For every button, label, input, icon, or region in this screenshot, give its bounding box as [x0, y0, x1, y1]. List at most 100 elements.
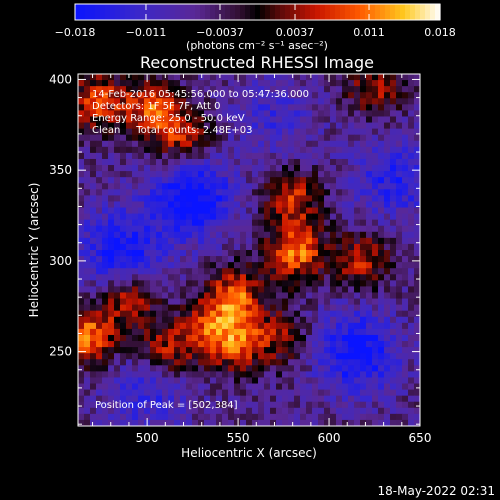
heatmap-pixel [198, 262, 205, 269]
heatmap-pixel [264, 128, 271, 136]
heatmap-pixel [294, 365, 301, 372]
heatmap-pixel [138, 347, 145, 354]
heatmap-pixel [264, 213, 271, 221]
heatmap-pixel [390, 152, 397, 160]
heatmap-pixel [306, 377, 313, 385]
heatmap-pixel [120, 158, 127, 166]
heatmap-pixel [204, 286, 211, 293]
heatmap-pixel [174, 158, 181, 166]
heatmap-pixel [150, 395, 157, 403]
heatmap-pixel [150, 116, 157, 124]
heatmap-pixel [312, 80, 319, 87]
heatmap-pixel [288, 152, 295, 160]
heatmap-pixel [144, 328, 151, 336]
heatmap-pixel [168, 98, 175, 105]
heatmap-pixel [390, 274, 397, 281]
heatmap-pixel [300, 177, 307, 184]
heatmap-pixel [252, 256, 259, 263]
heatmap-pixel [150, 419, 157, 427]
heatmap-pixel [360, 140, 367, 148]
heatmap-pixel [372, 250, 379, 257]
heatmap-pixel [324, 359, 331, 366]
heatmap-pixel [90, 122, 97, 130]
heatmap-pixel [258, 104, 265, 111]
heatmap-pixel [318, 268, 325, 275]
heatmap-pixel [120, 243, 127, 251]
heatmap-pixel [270, 237, 277, 245]
heatmap-pixel [96, 298, 103, 306]
heatmap-pixel [222, 116, 229, 124]
heatmap-pixel [156, 256, 163, 263]
heatmap-pixel [252, 171, 259, 178]
heatmap-pixel [324, 116, 331, 124]
heatmap-pixel [144, 322, 151, 330]
heatmap-pixel [408, 407, 415, 415]
heatmap-pixel [204, 256, 211, 263]
heatmap-pixel [132, 231, 139, 239]
heatmap-pixel [180, 341, 187, 348]
heatmap-pixel [210, 389, 217, 397]
heatmap-pixel [318, 419, 325, 427]
heatmap-pixel [372, 152, 379, 160]
heatmap-pixel [192, 419, 199, 427]
heatmap-pixel [192, 268, 199, 275]
heatmap-pixel [390, 256, 397, 263]
heatmap-pixel [330, 341, 337, 348]
heatmap-pixel [150, 110, 157, 117]
heatmap-pixel [390, 158, 397, 166]
heatmap-pixel [84, 395, 91, 403]
heatmap-pixel [282, 177, 289, 184]
heatmap-pixel [402, 310, 409, 318]
heatmap-pixel [174, 365, 181, 372]
heatmap-pixel [378, 237, 385, 245]
heatmap-pixel [306, 219, 313, 227]
heatmap-pixel [324, 268, 331, 275]
heatmap-pixel [240, 353, 247, 360]
heatmap-pixel [312, 310, 319, 318]
heatmap-pixel [306, 165, 313, 172]
heatmap-pixel [162, 177, 169, 184]
heatmap-pixel [192, 134, 199, 142]
colorbar-segment [205, 4, 211, 20]
heatmap-pixel [312, 86, 319, 93]
heatmap-pixel [402, 407, 409, 415]
heatmap-pixel [78, 128, 85, 136]
heatmap-pixel [144, 237, 151, 245]
heatmap-pixel [324, 298, 331, 306]
heatmap-pixel [336, 310, 343, 318]
heatmap-pixel [96, 419, 103, 427]
heatmap-pixel [378, 262, 385, 269]
heatmap-pixel [360, 86, 367, 93]
heatmap-pixel [270, 122, 277, 130]
heatmap-pixel [396, 171, 403, 178]
heatmap-pixel [360, 134, 367, 142]
heatmap-pixel [252, 243, 259, 251]
heatmap-pixel [384, 134, 391, 142]
heatmap-pixel [300, 322, 307, 330]
heatmap-pixel [168, 389, 175, 397]
heatmap-pixel [396, 413, 403, 421]
heatmap-pixel [396, 243, 403, 251]
heatmap-pixel [90, 231, 97, 239]
heatmap-pixel [408, 419, 415, 427]
heatmap-pixel [168, 268, 175, 275]
heatmap-pixel [204, 274, 211, 281]
heatmap-pixel [162, 407, 169, 415]
heatmap-pixel [222, 304, 229, 312]
heatmap-pixel [300, 189, 307, 196]
heatmap-pixel [84, 86, 91, 93]
heatmap-pixel [180, 286, 187, 293]
heatmap-pixel [216, 219, 223, 227]
heatmap-pixel [306, 213, 313, 221]
heatmap-pixel [84, 140, 91, 148]
heatmap-pixel [84, 328, 91, 336]
heatmap-pixel [84, 231, 91, 239]
heatmap-pixel [288, 231, 295, 239]
heatmap-pixel [288, 341, 295, 348]
heatmap-pixel [312, 256, 319, 263]
heatmap-pixel [78, 256, 85, 263]
heatmap-pixel [108, 383, 115, 391]
heatmap-pixel [126, 250, 133, 257]
heatmap-pixel [414, 292, 421, 300]
heatmap-pixel [366, 86, 373, 93]
